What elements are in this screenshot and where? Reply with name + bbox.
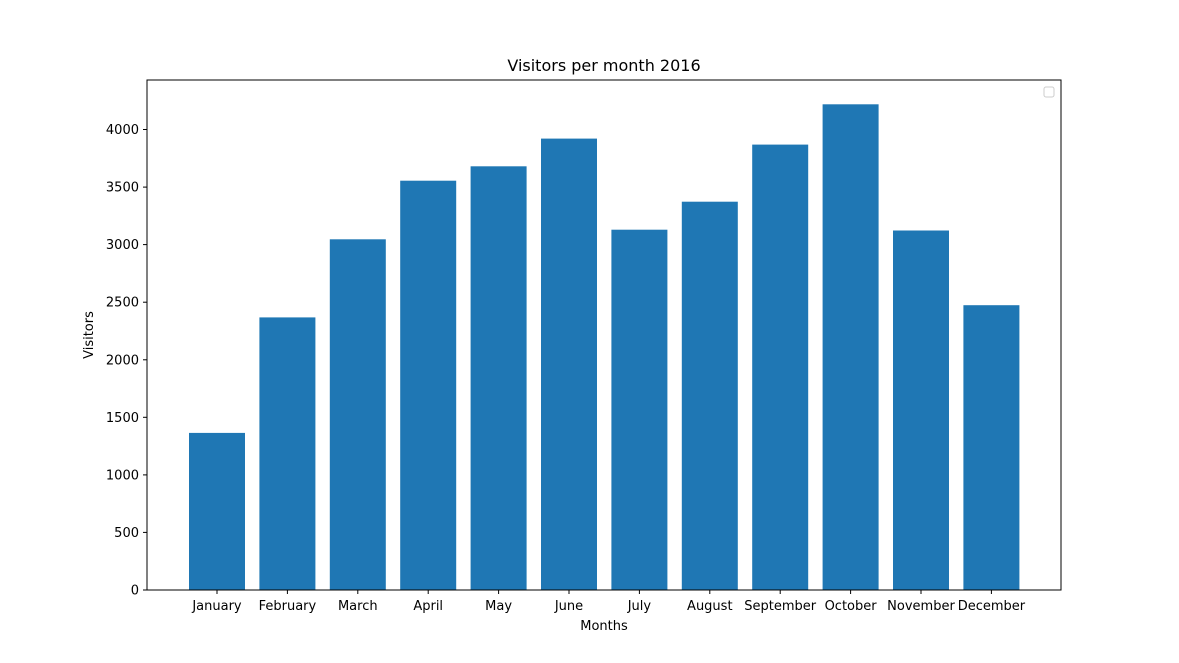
bar-august	[681, 201, 738, 590]
bar-march	[329, 239, 386, 591]
y-tick-label: 1500	[106, 411, 139, 426]
x-tick-label: June	[554, 599, 583, 614]
x-tick-label: July	[627, 599, 652, 614]
x-axis-ticks: January February March April May June July Augu…	[191, 590, 1026, 614]
y-tick-label: 500	[114, 526, 139, 541]
y-axis-label: Visitors	[82, 311, 97, 359]
x-tick-label: January	[191, 599, 242, 614]
x-tick-label: February	[259, 599, 317, 614]
y-tick-label: 3000	[106, 238, 139, 253]
bar-february	[259, 317, 316, 590]
x-tick-label: September	[744, 599, 817, 614]
y-tick-label: 3500	[106, 181, 139, 196]
chart-title: Visitors per month 2016	[507, 56, 700, 75]
bar-april	[400, 180, 457, 590]
x-tick-label: March	[338, 599, 378, 614]
y-axis-ticks: 0 500 1000 1500 2000 2500 3000 3500 4000	[106, 123, 147, 599]
y-tick-label: 1000	[106, 468, 139, 483]
bar-june	[541, 138, 597, 590]
y-tick-label: 0	[131, 584, 139, 599]
bar-september	[752, 144, 809, 590]
y-tick-label: 2500	[106, 296, 139, 311]
x-axis-label: Months	[580, 619, 628, 634]
legend-box	[1043, 86, 1055, 98]
x-tick-label: April	[413, 599, 443, 614]
x-tick-label: May	[485, 599, 512, 614]
bar-may	[470, 166, 527, 591]
x-tick-label: December	[958, 599, 1026, 614]
bar-january	[189, 432, 245, 590]
bar-july	[611, 229, 668, 590]
x-tick-label: August	[687, 599, 733, 614]
x-tick-label: October	[825, 599, 878, 614]
bars-group	[189, 104, 1020, 591]
y-tick-label: 4000	[106, 123, 139, 138]
y-tick-label: 2000	[106, 353, 139, 368]
bar-november	[893, 230, 949, 590]
bar-october	[822, 104, 879, 591]
plot-frame	[146, 79, 1062, 591]
x-tick-label: November	[887, 599, 955, 614]
bar-december	[963, 305, 1020, 590]
